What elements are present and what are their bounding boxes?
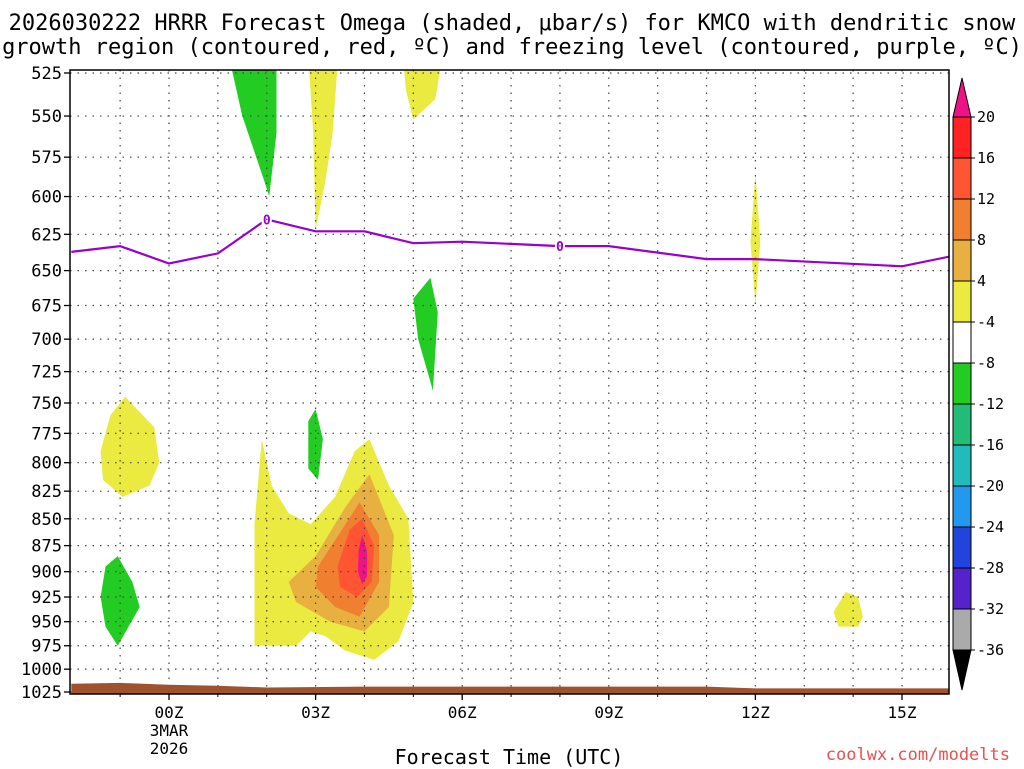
- chart-title-line-1: 2026030222 HRRR Forecast Omega (shaded, …: [8, 11, 1016, 36]
- omega-region-4: [100, 396, 160, 497]
- surface-terrain-layer: [71, 682, 949, 694]
- colorbar-top-triangle: [952, 77, 972, 118]
- y-axis: 525 550 575 600 625 650 675 700 725 750 775 800 825 8…: [21, 64, 70, 703]
- freezing-level-label-bg: [554, 239, 565, 254]
- freezing-level-label: 0: [556, 240, 564, 255]
- freezing-level-line: [71, 218, 949, 268]
- omega-region-12: [750, 173, 761, 306]
- colorbar-band-6: [952, 362, 972, 405]
- colorbar-label: -36: [977, 641, 1004, 659]
- colorbar-label: 16: [977, 149, 995, 167]
- y-tick-label: 725: [31, 363, 62, 383]
- y-tick-label: 875: [31, 537, 62, 557]
- x-tick-label: 00Z: [155, 703, 184, 722]
- y-tick-label: 700: [31, 330, 62, 350]
- colorbar-band-1: [952, 157, 972, 200]
- y-tick-label: 900: [31, 563, 62, 583]
- y-tick-label: 825: [31, 482, 62, 502]
- colorbar-label: 4: [977, 272, 986, 290]
- omega-region-0: [231, 70, 277, 197]
- colorbar-label: 20: [977, 108, 995, 126]
- colorbar-label: -16: [977, 436, 1004, 454]
- y-tick-label: 1000: [21, 660, 62, 680]
- y-tick-label: 550: [31, 107, 62, 127]
- omega-region-3: [413, 277, 438, 391]
- colorbar-band-5: [952, 321, 972, 364]
- colorbar-band-10: [952, 526, 972, 569]
- y-tick-label: 650: [31, 262, 62, 282]
- plot-frame: [69, 69, 950, 695]
- y-tick-label: 800: [31, 454, 62, 474]
- omega-region-2: [404, 70, 441, 120]
- y-tick-label: 575: [31, 148, 62, 168]
- x-tick-label: 09Z: [594, 703, 623, 722]
- omega-region-13: [833, 592, 863, 627]
- colorbar-label: 8: [977, 231, 986, 249]
- source-credit: coolwx.com/modelts: [825, 745, 1010, 765]
- colorbar-band-2: [952, 198, 972, 241]
- freezing-level-label-bg: [261, 212, 272, 227]
- omega-region-1: [309, 70, 338, 230]
- y-tick-label: 975: [31, 637, 62, 657]
- y-tick-label: 850: [31, 510, 62, 530]
- x-tick-label: 15Z: [888, 703, 917, 722]
- omega-region-11: [358, 535, 367, 584]
- colorbar-label: -12: [977, 395, 1004, 413]
- y-tick-label: 675: [31, 297, 62, 317]
- colorbar-band-8: [952, 444, 972, 487]
- colorbar-label: 12: [977, 190, 995, 208]
- omega-region-6: [100, 556, 140, 646]
- freezing-level-layer: 00: [71, 212, 949, 268]
- y-tick-label: 625: [31, 225, 62, 245]
- colorbar-label: -24: [977, 518, 1004, 536]
- colorbar-band-3: [952, 239, 972, 282]
- colorbar-band-9: [952, 485, 972, 528]
- colorbar-label: -4: [977, 313, 995, 331]
- colorbar-label: -32: [977, 600, 1004, 618]
- y-tick-label: 750: [31, 394, 62, 414]
- freezing-level-label: 0: [263, 213, 271, 228]
- x-tick-date-label: 3MAR: [150, 721, 189, 740]
- colorbar-bottom-triangle: [952, 649, 972, 691]
- x-tick-year-label: 2026: [150, 739, 189, 758]
- x-tick-label: 06Z: [448, 703, 477, 722]
- x-tick-label: 03Z: [301, 703, 330, 722]
- omega-shading-layer: [100, 70, 863, 660]
- surface-terrain: [71, 682, 949, 694]
- omega-region-5: [308, 409, 323, 480]
- colorbar-band-0: [952, 116, 972, 159]
- colorbar-label: -8: [977, 354, 995, 372]
- y-tick-label: 525: [31, 64, 62, 84]
- colorbar-band-gray: [952, 608, 972, 651]
- colorbar-band-11: [952, 567, 972, 610]
- colorbar-label: -20: [977, 477, 1004, 495]
- x-axis-label: Forecast Time (UTC): [394, 745, 624, 769]
- y-tick-label: 600: [31, 188, 62, 208]
- colorbar-band-7: [952, 403, 972, 446]
- colorbar-band-4: [952, 280, 972, 323]
- y-tick-label: 950: [31, 613, 62, 633]
- x-tick-label: 12Z: [741, 703, 770, 722]
- colorbar: 20 16 12 8 4 -4 -8 -12 -16 -20 -24 -28 -32 -36: [952, 77, 1004, 691]
- y-tick-label: 775: [31, 424, 62, 444]
- plot-area: [70, 70, 949, 694]
- chart-title-line-2: growth region (contoured, red, ºC) and f…: [2, 35, 1022, 60]
- y-tick-label: 925: [31, 588, 62, 608]
- colorbar-label: -28: [977, 559, 1004, 577]
- y-tick-label: 1025: [21, 683, 62, 703]
